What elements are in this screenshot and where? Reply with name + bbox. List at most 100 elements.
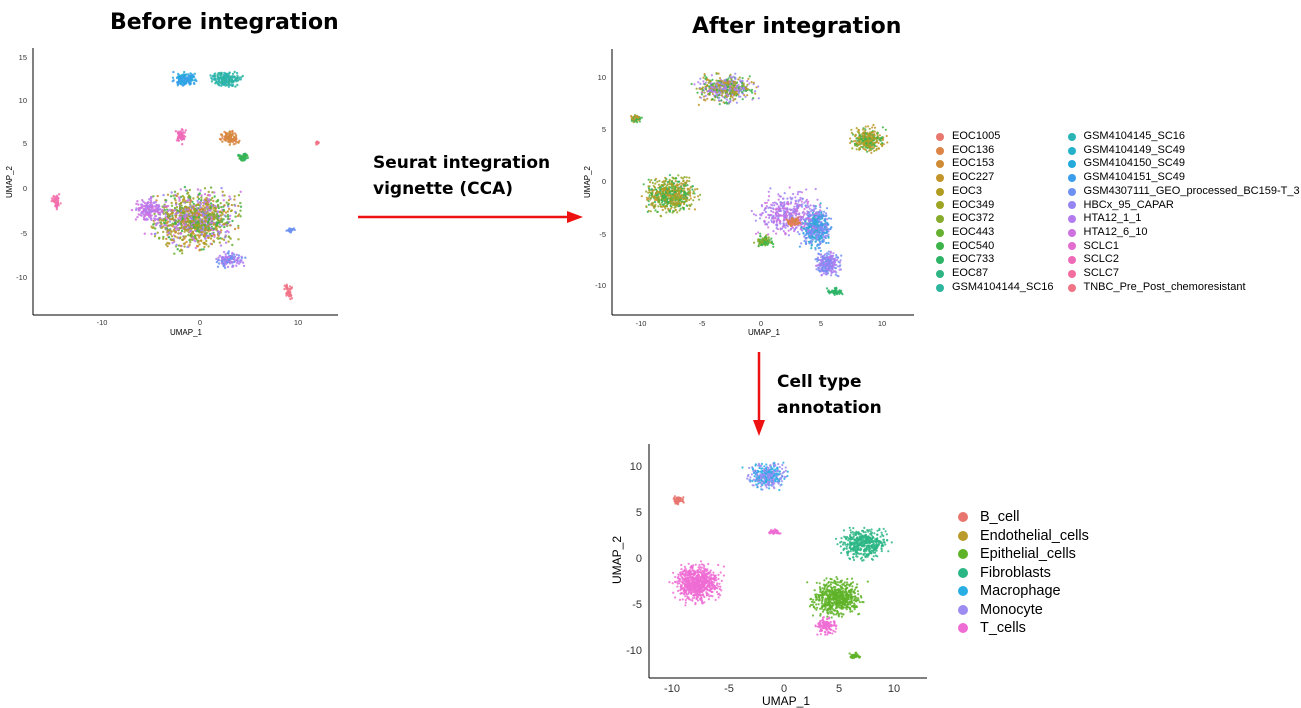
legend-swatch	[936, 187, 944, 196]
y-tick-label: 5	[23, 139, 27, 148]
celltype-legend: B_cell Endothelial_cells Epithelial_cells F…	[958, 508, 1089, 638]
legend-label: GSM4104145_SC16	[1083, 130, 1186, 142]
y-tick-label: -5	[632, 599, 642, 611]
legend-label: TNBC_Pre_Post_chemoresistant	[1083, 280, 1246, 293]
legend-item: EOC136	[936, 144, 1054, 158]
x-tick-label: 0	[781, 683, 787, 695]
x-tick-label: -10	[97, 318, 108, 327]
legend-swatch	[936, 146, 944, 155]
umap-after-integration: 10 5 0 -5 -10 -10 -5 0 5 10 UMAP_1 UMAP_…	[583, 49, 914, 337]
legend-swatch	[936, 283, 944, 292]
legend-item: EOC227	[936, 171, 1054, 185]
legend-item: HTA12_1_1	[1067, 212, 1300, 226]
x-tick-label: -10	[636, 319, 647, 328]
sample-legend: EOC1005 EOC136 EOC153 EOC227 EOC3 EOC349 EOC37…	[936, 130, 1300, 294]
legend-item: EOC540	[936, 240, 1054, 254]
legend-item: EOC87	[936, 267, 1054, 281]
y-tick-label: 0	[23, 184, 27, 193]
legend-swatch	[936, 228, 944, 237]
sample-legend-column: GSM4104145_SC16 GSM4104149_SC49 GSM4104150…	[1067, 130, 1300, 295]
legend-label: SCLC7	[1083, 267, 1119, 280]
y-axis-label: UMAP_2	[610, 536, 624, 584]
x-tick-label: 10	[888, 683, 900, 695]
legend-swatch	[1067, 283, 1076, 292]
legend-swatch	[936, 256, 944, 265]
legend-label: SCLC2	[1083, 253, 1119, 266]
y-tick-label: -10	[16, 273, 27, 282]
legend-label: GSM4104151_SC49	[1083, 171, 1186, 184]
legend-swatch	[936, 215, 944, 224]
legend-item: HTA12_6_10	[1067, 225, 1300, 240]
x-tick-label: 10	[294, 318, 302, 327]
legend-item: EOC733	[936, 253, 1054, 267]
legend-label: Macrophage	[980, 583, 1061, 599]
legend-item: GSM4307111_GEO_processed_BC159-T_3	[1067, 184, 1300, 199]
legend-label: Endothelial_cells	[980, 527, 1089, 544]
x-tick-label: -5	[724, 683, 734, 695]
legend-label: HBCx_95_CAPAR	[1083, 198, 1174, 211]
x-tick-label: 10	[878, 319, 886, 328]
legend-swatch	[1067, 187, 1076, 196]
legend-label: EOC153	[952, 157, 995, 170]
legend-swatch	[958, 586, 968, 597]
legend-label: EOC443	[952, 225, 995, 238]
after-integration-title: After integration	[692, 14, 902, 39]
legend-label: EOC540	[952, 239, 995, 252]
legend-swatch	[958, 512, 968, 523]
x-tick-label: -10	[664, 683, 680, 695]
legend-item: EOC372	[936, 212, 1054, 226]
legend-swatch	[958, 530, 968, 541]
legend-item: GSM4104150_SC49	[1067, 157, 1300, 171]
y-tick-label: 10	[598, 73, 606, 82]
legend-swatch	[958, 623, 968, 634]
x-tick-label: 0	[759, 319, 763, 328]
x-tick-label: 5	[819, 319, 823, 328]
legend-label: GSM4104144_SC16	[952, 280, 1054, 293]
legend-item: T_cells	[958, 619, 1089, 638]
legend-swatch	[936, 173, 944, 182]
legend-label: EOC227	[952, 171, 995, 184]
legend-swatch	[958, 604, 968, 615]
legend-label: HTA12_1_1	[1083, 212, 1142, 225]
legend-swatch	[958, 549, 968, 560]
legend-item: GSM4104151_SC49	[1067, 171, 1300, 185]
legend-label: GSM4104149_SC49	[1083, 143, 1186, 156]
legend-label: EOC87	[952, 267, 989, 280]
legend-item: Epithelial_cells	[958, 545, 1089, 564]
legend-item: SCLC1	[1067, 240, 1300, 254]
y-tick-label: 10	[19, 96, 27, 105]
x-axis-label: UMAP_1	[170, 328, 203, 337]
legend-item: SCLC2	[1067, 253, 1300, 267]
legend-swatch	[1067, 173, 1076, 182]
legend-item: GSM4104149_SC49	[1067, 143, 1300, 158]
x-axis-label: UMAP_1	[748, 328, 781, 337]
legend-label: EOC733	[952, 253, 995, 266]
before-integration-title: Before integration	[110, 10, 339, 35]
y-tick-label: -5	[599, 230, 606, 239]
legend-label: GSM4307111_GEO_processed_BC159-T_3	[1083, 184, 1300, 197]
legend-swatch	[1067, 215, 1076, 224]
legend-item: EOC1005	[936, 130, 1054, 144]
legend-label: EOC349	[952, 198, 995, 211]
y-axis-label: UMAP_2	[583, 165, 592, 198]
legend-item: SCLC7	[1067, 267, 1300, 281]
legend-label: Fibroblasts	[980, 564, 1051, 581]
integration-step-label: Seurat integration vignette (CCA)	[373, 153, 551, 199]
x-axis-label: UMAP_1	[762, 694, 810, 708]
umap-before-points	[50, 70, 320, 301]
legend-item: Monocyte	[958, 601, 1089, 620]
legend-swatch	[936, 242, 944, 251]
legend-label: EOC3	[952, 184, 982, 197]
legend-label: B_cell	[980, 509, 1020, 525]
x-tick-label: 5	[836, 683, 842, 695]
legend-item: EOC349	[936, 199, 1054, 213]
legend-item: TNBC_Pre_Post_chemoresistant	[1067, 280, 1300, 295]
legend-label: EOC372	[952, 212, 995, 225]
legend-swatch	[958, 567, 968, 578]
y-tick-label: -5	[20, 229, 27, 238]
legend-swatch	[936, 201, 944, 210]
legend-swatch	[1067, 269, 1076, 278]
y-axis-label: UMAP_2	[5, 165, 14, 198]
umap-after-points	[630, 72, 889, 296]
legend-label: HTA12_6_10	[1083, 225, 1148, 238]
